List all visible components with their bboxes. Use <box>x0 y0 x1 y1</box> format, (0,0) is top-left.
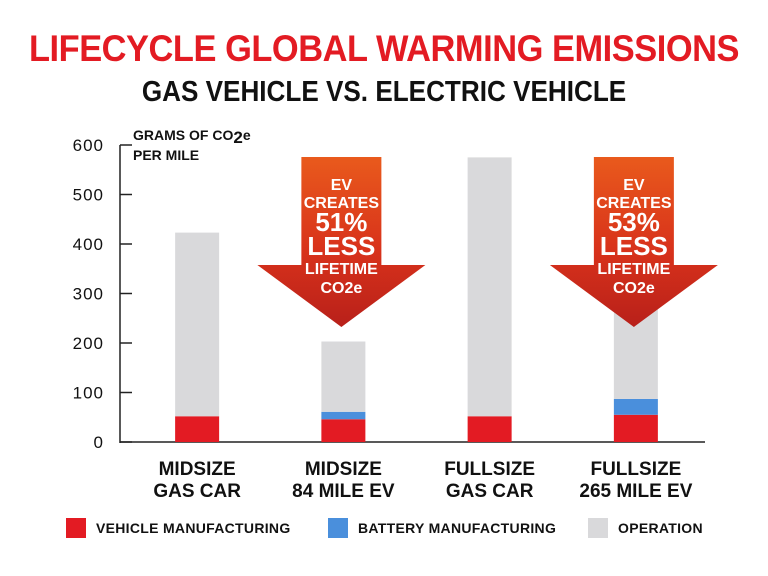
y-tick-label: 200 <box>73 334 104 353</box>
arrow-text: CREATES <box>304 195 380 212</box>
x-tick-label: FULLSIZE <box>444 459 535 480</box>
legend-swatch <box>66 518 86 538</box>
reduction-arrow <box>549 157 718 327</box>
y-axis-label-suffix: e <box>243 127 251 143</box>
arrow-text: LESS <box>307 231 375 261</box>
y-axis-label-subscript: 2 <box>233 128 242 147</box>
y-tick-label: 300 <box>73 285 104 304</box>
legend-swatch <box>588 518 608 538</box>
bar-segment-battery-manufacturing <box>613 398 658 415</box>
bar-segment-vehicle-manufacturing <box>175 416 220 442</box>
x-tick-label: MIDSIZE <box>159 459 236 480</box>
reduction-arrow <box>257 157 426 327</box>
bar-segment-vehicle-manufacturing <box>467 416 512 442</box>
x-tick-label: GAS CAR <box>153 481 241 502</box>
x-tick-label: FULLSIZE <box>590 459 681 480</box>
arrow-text: LIFETIME <box>597 261 670 278</box>
y-axis-label-line2: PER MILE <box>133 147 199 163</box>
y-tick-label: 0 <box>94 433 104 452</box>
x-tick-label: 265 MILE EV <box>579 481 692 502</box>
bar-segment-vehicle-manufacturing <box>613 414 658 442</box>
bar-segment-operation <box>321 341 366 412</box>
arrow-text: CREATES <box>596 195 672 212</box>
legend-operation: OPERATION <box>588 518 703 538</box>
legend-battery-manufacturing: BATTERY MANUFACTURING <box>328 518 556 538</box>
y-tick-label: 500 <box>73 186 104 205</box>
legend-vehicle-manufacturing: VEHICLE MANUFACTURING <box>66 518 291 538</box>
y-tick-label: 600 <box>73 136 104 155</box>
arrow-text: CO2e <box>613 280 655 297</box>
chart-title: LIFECYCLE GLOBAL WARMING EMISSIONS <box>28 28 739 69</box>
chart-subtitle: GAS VEHICLE VS. ELECTRIC VEHICLE <box>141 76 627 108</box>
legend-swatch <box>328 518 348 538</box>
reduction-percentage: 51% <box>315 207 367 237</box>
y-tick-label: 400 <box>73 235 104 254</box>
arrow-text: CO2e <box>320 280 362 297</box>
bar-segment-vehicle-manufacturing <box>321 419 366 442</box>
reduction-percentage: 53% <box>608 207 660 237</box>
x-tick-label: 84 MILE EV <box>292 481 395 502</box>
bar-segment-battery-manufacturing <box>321 411 366 420</box>
legend-label: BATTERY MANUFACTURING <box>358 520 557 536</box>
legend-label: OPERATION <box>618 520 703 536</box>
arrow-text: LESS <box>600 231 668 261</box>
legend-label: VEHICLE MANUFACTURING <box>96 520 291 536</box>
y-axis-label: GRAMS OF CO2e <box>133 127 251 147</box>
bar-segment-operation <box>175 232 220 417</box>
arrow-text: EV <box>623 177 645 194</box>
bar-segment-operation <box>467 157 512 417</box>
arrow-text: EV <box>331 177 353 194</box>
y-tick-label: 100 <box>73 384 104 403</box>
arrow-text: LIFETIME <box>305 261 378 278</box>
x-tick-label: GAS CAR <box>446 481 534 502</box>
x-tick-label: MIDSIZE <box>305 459 382 480</box>
